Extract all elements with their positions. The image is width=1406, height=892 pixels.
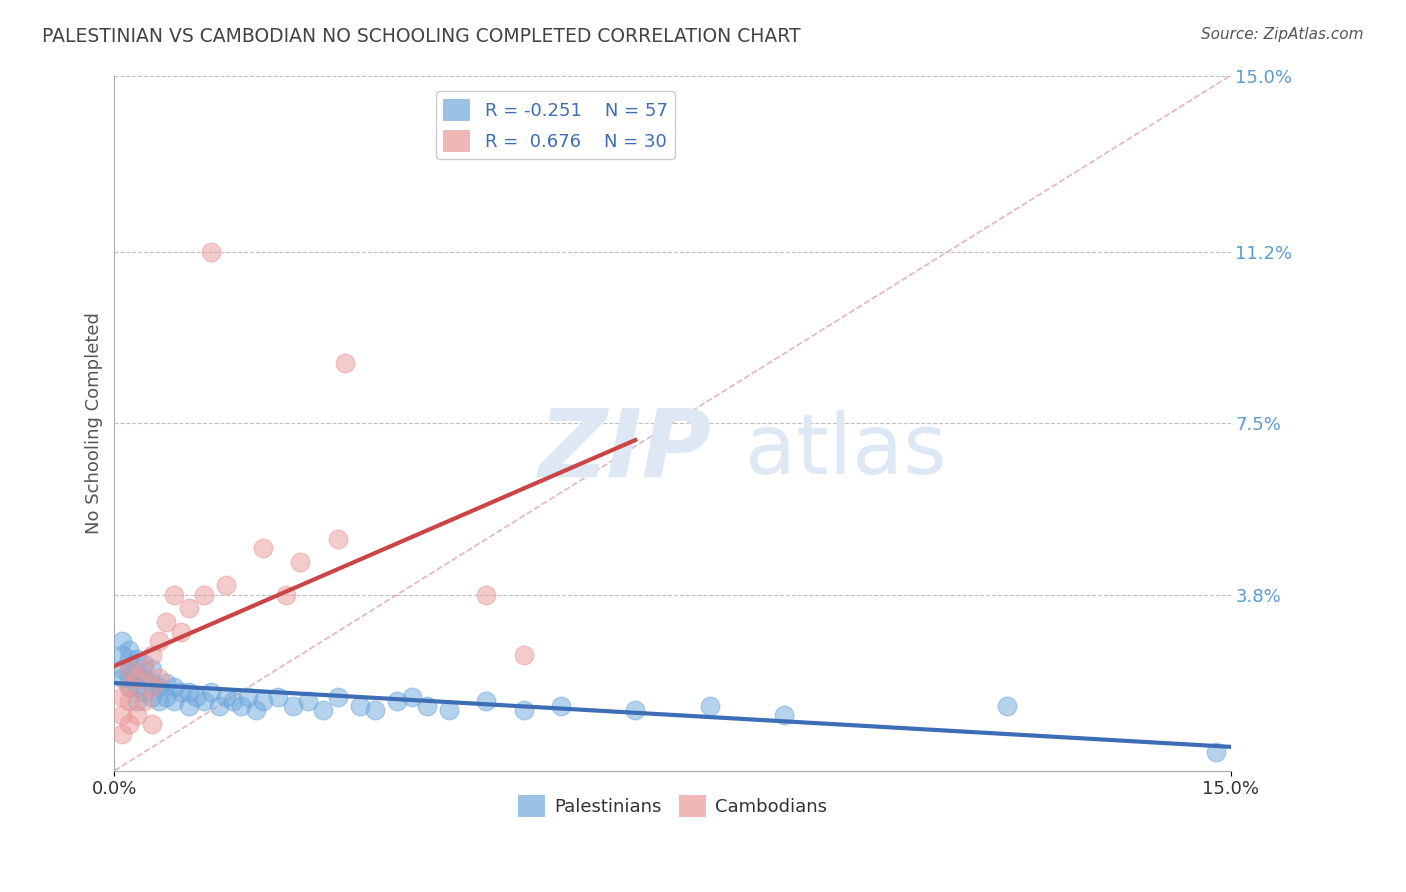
- Point: [475, 694, 498, 708]
- Point: [475, 588, 498, 602]
- Point: [267, 690, 290, 704]
- Point: [333, 356, 356, 370]
- Point: [125, 694, 148, 708]
- Point: [118, 671, 141, 685]
- Legend: Palestinians, Cambodians: Palestinians, Cambodians: [510, 788, 835, 824]
- Point: [163, 680, 186, 694]
- Point: [134, 685, 156, 699]
- Point: [624, 703, 647, 717]
- Point: [148, 680, 170, 694]
- Text: atlas: atlas: [745, 410, 946, 491]
- Point: [141, 648, 163, 662]
- Point: [281, 698, 304, 713]
- Point: [177, 685, 200, 699]
- Point: [155, 615, 177, 630]
- Point: [118, 694, 141, 708]
- Point: [111, 708, 134, 723]
- Point: [222, 694, 245, 708]
- Point: [141, 717, 163, 731]
- Point: [177, 601, 200, 615]
- Point: [155, 675, 177, 690]
- Point: [349, 698, 371, 713]
- Point: [170, 685, 193, 699]
- Point: [118, 680, 141, 694]
- Point: [111, 690, 134, 704]
- Point: [207, 698, 229, 713]
- Point: [385, 694, 408, 708]
- Point: [193, 694, 215, 708]
- Point: [297, 694, 319, 708]
- Point: [215, 690, 238, 704]
- Text: Source: ZipAtlas.com: Source: ZipAtlas.com: [1201, 27, 1364, 42]
- Point: [364, 703, 387, 717]
- Point: [229, 698, 252, 713]
- Point: [439, 703, 461, 717]
- Point: [512, 703, 534, 717]
- Point: [134, 671, 156, 685]
- Point: [512, 648, 534, 662]
- Point: [118, 652, 141, 666]
- Point: [170, 624, 193, 639]
- Point: [252, 541, 274, 556]
- Point: [118, 662, 141, 676]
- Point: [125, 680, 148, 694]
- Point: [111, 726, 134, 740]
- Point: [245, 703, 267, 717]
- Point: [1205, 745, 1227, 759]
- Point: [118, 680, 141, 694]
- Point: [118, 643, 141, 657]
- Text: ZIP: ZIP: [538, 405, 711, 497]
- Point: [111, 648, 134, 662]
- Y-axis label: No Schooling Completed: No Schooling Completed: [86, 312, 103, 534]
- Point: [134, 694, 156, 708]
- Point: [111, 634, 134, 648]
- Text: PALESTINIAN VS CAMBODIAN NO SCHOOLING COMPLETED CORRELATION CHART: PALESTINIAN VS CAMBODIAN NO SCHOOLING CO…: [42, 27, 801, 45]
- Point: [193, 588, 215, 602]
- Point: [274, 588, 297, 602]
- Point: [118, 717, 141, 731]
- Point: [148, 671, 170, 685]
- Point: [326, 532, 349, 546]
- Point: [312, 703, 335, 717]
- Point: [141, 662, 163, 676]
- Point: [125, 671, 148, 685]
- Point: [148, 694, 170, 708]
- Point: [125, 666, 148, 681]
- Point: [118, 662, 141, 676]
- Point: [326, 690, 349, 704]
- Point: [141, 690, 163, 704]
- Point: [200, 685, 222, 699]
- Point: [134, 657, 156, 672]
- Point: [773, 708, 796, 723]
- Point: [290, 555, 312, 569]
- Point: [215, 578, 238, 592]
- Point: [134, 662, 156, 676]
- Point: [141, 675, 163, 690]
- Point: [163, 694, 186, 708]
- Point: [177, 698, 200, 713]
- Point: [416, 698, 439, 713]
- Point: [163, 588, 186, 602]
- Point: [699, 698, 721, 713]
- Point: [111, 671, 134, 685]
- Point: [148, 634, 170, 648]
- Point: [252, 694, 274, 708]
- Point: [186, 690, 208, 704]
- Point: [155, 690, 177, 704]
- Point: [125, 652, 148, 666]
- Point: [995, 698, 1018, 713]
- Point: [141, 680, 163, 694]
- Point: [238, 690, 260, 704]
- Point: [111, 662, 134, 676]
- Point: [125, 708, 148, 723]
- Point: [550, 698, 572, 713]
- Point: [200, 244, 222, 259]
- Point: [401, 690, 423, 704]
